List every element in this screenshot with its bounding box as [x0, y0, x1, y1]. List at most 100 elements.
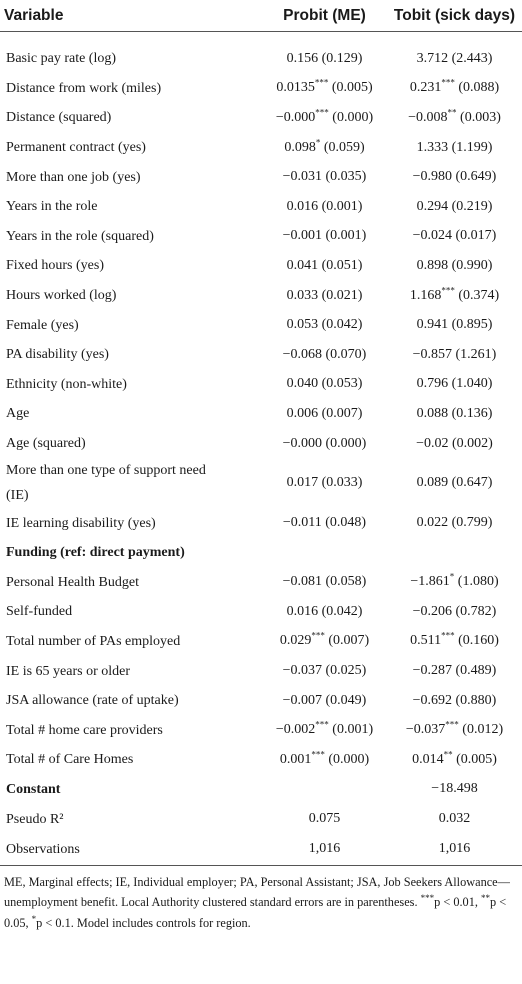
header-cell: Variable [0, 0, 262, 32]
value-cell: 0.041 (0.051) [286, 257, 363, 273]
variable-cell: Distance from work (miles) [0, 74, 262, 104]
variable-label: Self-funded [6, 604, 73, 620]
table-row: Total # home care providers −0.002*** (0.… [0, 715, 522, 745]
table-row: Total # of Care Homes 0.001*** (0.000) 0.0… [0, 745, 522, 775]
variable-cell: PA disability (yes) [0, 340, 262, 370]
table-row: Hours worked (log) 0.033 (0.021) 1.168*** … [0, 281, 522, 311]
value-cell: −0.02 (0.002) [416, 435, 493, 451]
value-cell: 0.016 (0.042) [286, 603, 363, 619]
variable-cell: Observations [0, 833, 262, 866]
value-cell: −0.857 (1.261) [412, 346, 497, 362]
variable-label: JSA allowance (rate of uptake) [6, 693, 179, 709]
table-row: Pseudo R² 0.075 0.032 [0, 804, 522, 834]
variable-label: Total number of PAs employed [6, 633, 181, 649]
value-cell: 0.040 (0.053) [286, 376, 363, 392]
variable-label: Constant [6, 781, 61, 797]
value-cell [262, 775, 387, 805]
variable-cell: Total number of PAs employed [0, 627, 262, 657]
value-cell: 0.294 (0.219) [416, 198, 493, 214]
value-cell: −1.861* (1.080) [410, 571, 499, 590]
variable-label: Age [6, 406, 30, 422]
variable-label: Fixed hours (yes) [6, 258, 104, 274]
variable-cell: IE is 65 years or older [0, 656, 262, 686]
table-row: Fixed hours (yes) 0.041 (0.051) 0.898 (0.9… [0, 251, 522, 281]
value-cell: 0.033 (0.021) [286, 287, 363, 303]
variable-label: Hours worked (log) [6, 288, 117, 304]
table-row: Self-funded 0.016 (0.042) −0.206 (0.782) [0, 597, 522, 627]
variable-cell: Personal Health Budget [0, 568, 262, 598]
results-table: Variable Probit (ME) Tobit (sick days) B… [0, 0, 522, 866]
table-row: Personal Health Budget −0.081 (0.058) −1.8… [0, 568, 522, 598]
variable-cell: More than one type of support need (IE) [0, 458, 262, 508]
value-cell: 0.098* (0.059) [284, 136, 365, 155]
variable-cell: JSA allowance (rate of uptake) [0, 686, 262, 716]
table-row: Female (yes) 0.053 (0.042) 0.941 (0.895) [0, 310, 522, 340]
variable-cell: Age [0, 399, 262, 429]
variable-label: Pseudo R² [6, 811, 64, 827]
value-cell: −18.498 [431, 781, 478, 797]
variable-label: Funding (ref: direct payment) [6, 545, 185, 561]
variable-cell: Total # of Care Homes [0, 745, 262, 775]
value-cell: −0.037*** (0.012) [405, 719, 504, 738]
table-body: Basic pay rate (log) 0.156 (0.129) 3.712 (… [0, 32, 522, 866]
header-row: Variable Probit (ME) Tobit (sick days) [0, 0, 522, 32]
variable-label: Total # home care providers [6, 722, 163, 738]
value-cell: 0.088 (0.136) [416, 405, 493, 421]
table-row: JSA allowance (rate of uptake) −0.007 (0.… [0, 686, 522, 716]
variable-label: Years in the role [6, 199, 98, 215]
table-row: IE is 65 years or older −0.037 (0.025) −0.… [0, 656, 522, 686]
variable-label: More than one type of support need (IE) [6, 463, 206, 504]
table-row: PA disability (yes) −0.068 (0.070) −0.857 … [0, 340, 522, 370]
table-row: Total number of PAs employed 0.029*** (0.… [0, 627, 522, 657]
variable-label: PA disability (yes) [6, 347, 109, 363]
variable-cell: IE learning disability (yes) [0, 508, 262, 538]
value-cell: 0.231*** (0.088) [409, 77, 500, 96]
variable-label: IE learning disability (yes) [6, 515, 156, 531]
value-cell: −0.007 (0.049) [282, 692, 367, 708]
variable-cell: Total # home care providers [0, 715, 262, 745]
variable-label: IE is 65 years or older [6, 663, 131, 679]
value-cell: −0.980 (0.649) [412, 169, 497, 185]
variable-label: Distance (squared) [6, 110, 112, 126]
variable-cell: Years in the role (squared) [0, 222, 262, 252]
value-cell: 0.001*** (0.000) [279, 749, 370, 767]
variable-cell: Fixed hours (yes) [0, 251, 262, 281]
value-cell: 1.333 (1.199) [416, 139, 493, 155]
table-row: More than one job (yes) −0.031 (0.035) −0.… [0, 162, 522, 192]
value-cell: 0.014** (0.005) [412, 749, 497, 767]
value-cell: 0.941 (0.895) [416, 317, 493, 333]
variable-label: Total # of Care Homes [6, 752, 134, 768]
variable-cell: Funding (ref: direct payment) [0, 538, 262, 568]
value-cell: 3.712 (2.443) [416, 50, 493, 66]
value-cell: 0.0135*** (0.005) [276, 77, 373, 96]
variable-cell: More than one job (yes) [0, 162, 262, 192]
variable-cell: Basic pay rate (log) [0, 32, 262, 74]
value-cell: 1.168*** (0.374) [409, 284, 500, 303]
value-cell: 0.016 (0.001) [286, 198, 363, 214]
table-row: Years in the role 0.016 (0.001) 0.294 (0.2… [0, 192, 522, 222]
value-cell: 0.075 [308, 811, 341, 827]
variable-cell: Constant [0, 775, 262, 805]
variable-cell: Permanent contract (yes) [0, 133, 262, 163]
variable-label: More than one job (yes) [6, 169, 141, 185]
value-cell: 0.511*** (0.160) [410, 630, 499, 649]
value-cell [262, 538, 387, 568]
variable-label: Years in the role (squared) [6, 228, 154, 244]
value-cell: −0.024 (0.017) [412, 228, 497, 244]
value-cell: −0.011 (0.048) [282, 515, 367, 531]
variable-label: Basic pay rate (log) [6, 51, 117, 67]
table-row: Distance from work (miles) 0.0135*** (0.0… [0, 74, 522, 104]
value-cell: 1,016 [262, 833, 387, 866]
table-row: Age 0.006 (0.007) 0.088 (0.136) [0, 399, 522, 429]
variable-cell: Years in the role [0, 192, 262, 222]
variable-label: Permanent contract (yes) [6, 140, 146, 156]
value-cell: −0.206 (0.782) [412, 603, 497, 619]
value-cell: −0.081 (0.058) [282, 574, 367, 590]
variable-cell: Hours worked (log) [0, 281, 262, 311]
table-row: Constant −18.498 [0, 775, 522, 805]
value-cell: −0.692 (0.880) [412, 692, 497, 708]
table-row: Funding (ref: direct payment) [0, 538, 522, 568]
table-row: IE learning disability (yes) −0.011 (0.04… [0, 508, 522, 538]
value-cell [387, 538, 522, 568]
